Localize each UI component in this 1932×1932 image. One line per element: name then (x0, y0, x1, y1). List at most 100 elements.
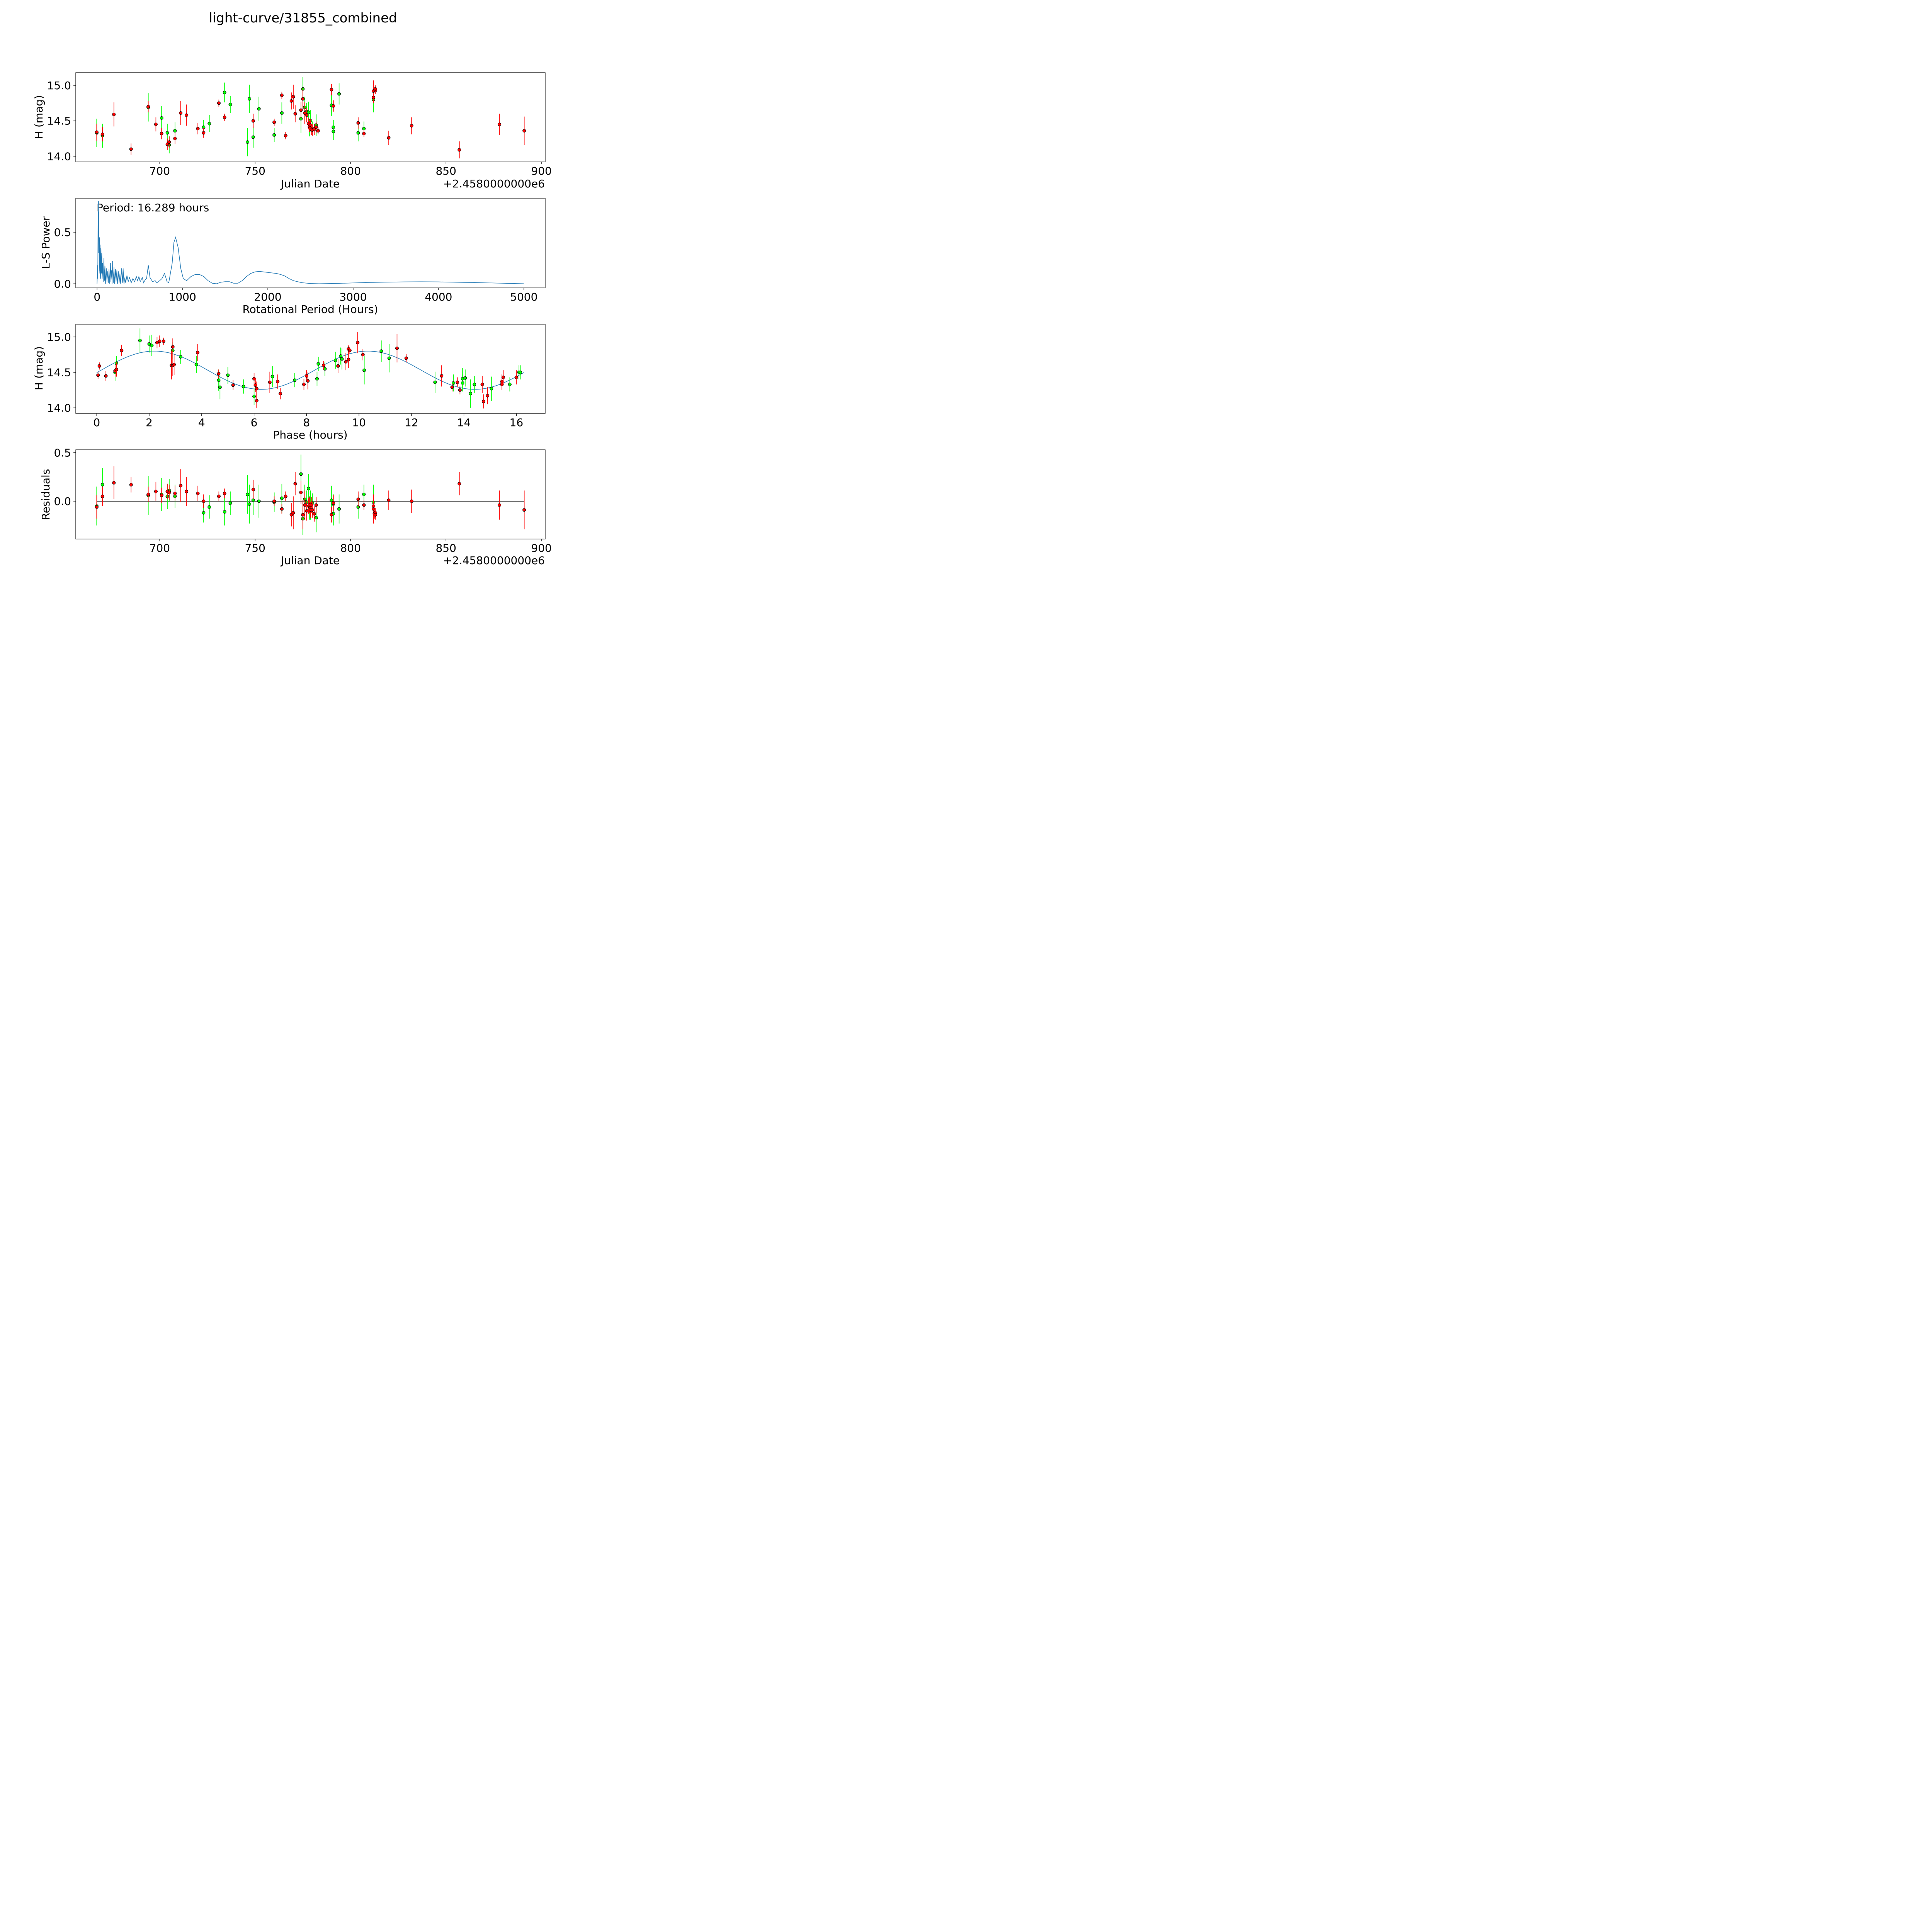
time-series-x-offset-label: +2.4580000000e6 (443, 177, 545, 190)
phased-green-point (150, 344, 154, 347)
periodogram-power-line (97, 201, 524, 284)
residuals-red-point (154, 490, 158, 493)
time-series-red-point (165, 142, 169, 146)
residuals-green-point (223, 510, 226, 514)
phased-red-point (217, 372, 221, 376)
residuals-red-point (457, 482, 461, 486)
residuals-red-point (217, 495, 221, 498)
periodogram-x-tick-label: 4000 (425, 291, 452, 303)
phased-red-point (344, 360, 348, 364)
phased-x-tick-label: 8 (303, 416, 310, 429)
residuals-y-tick-label: 0.0 (54, 495, 71, 508)
phased-red-point (480, 383, 484, 386)
phased-red-point (96, 373, 100, 377)
residuals-red-point (202, 499, 206, 503)
residuals-green-point (307, 486, 311, 490)
phased-red-point (404, 356, 408, 360)
time-series-red-point (332, 104, 335, 108)
time-series-x-tick-label: 850 (435, 165, 456, 177)
phased-green-point (315, 377, 319, 381)
time-series-red-point (173, 137, 177, 140)
time-series-green-point (257, 107, 261, 111)
phased-x-tick-label: 12 (405, 416, 418, 429)
phased-red-point (255, 387, 259, 391)
time-series-panel: Julian Date H (mag) +2.4580000000e6 700 7… (32, 72, 552, 190)
time-series-green-point (251, 135, 255, 139)
phased-red-point (255, 399, 259, 403)
phased-red-point (104, 374, 108, 378)
time-series-red-point (303, 111, 307, 115)
phased-green-point (138, 338, 142, 342)
residuals-red-point (291, 511, 295, 515)
phased-red-point (276, 380, 280, 383)
residuals-x-tick-label: 850 (435, 542, 456, 554)
phased-red-point (395, 346, 399, 350)
residuals-green-point (202, 511, 206, 515)
phased-red-point (514, 376, 518, 379)
phased-red-point (456, 380, 459, 384)
phased-x-tick-label: 0 (93, 416, 100, 429)
residuals-x-offset-label: +2.4580000000e6 (443, 554, 545, 567)
phased-red-point (155, 341, 159, 345)
phased-red-point (458, 388, 462, 392)
periodogram-plot-frame (75, 198, 546, 288)
time-series-red-point (301, 97, 305, 101)
periodogram-x-tick-label: 0 (94, 291, 100, 303)
phased-x-tick-label: 10 (352, 416, 366, 429)
phased-red-point (172, 363, 176, 366)
phased-red-point (231, 383, 235, 387)
residuals-red-point (173, 492, 177, 495)
phased-red-point (321, 363, 325, 367)
phased-x-tick-label: 14 (457, 416, 471, 429)
residuals-red-point (410, 499, 413, 503)
residuals-red-point (332, 501, 335, 505)
time-series-green-point (337, 92, 341, 96)
time-series-red-point (291, 95, 295, 99)
phased-x-tick-label: 2 (146, 416, 153, 429)
time-series-green-point (280, 111, 284, 115)
time-series-red-point (154, 122, 158, 126)
time-series-red-point (293, 112, 297, 116)
phased-green-point (379, 349, 383, 353)
residuals-red-point (196, 492, 200, 495)
residuals-x-tick-label: 700 (150, 542, 170, 554)
phased-x-tick-label: 6 (251, 416, 258, 429)
residuals-red-point (387, 498, 391, 502)
residuals-red-point (312, 512, 316, 516)
residuals-x-tick-label: 750 (245, 542, 265, 554)
residuals-red-point (310, 508, 314, 512)
phased-x-tick-label: 16 (510, 416, 524, 429)
phased-red-point (481, 400, 485, 403)
phased-green-point (194, 363, 198, 366)
phased-red-point (268, 380, 272, 384)
time-series-red-point (522, 129, 526, 133)
residuals-red-point (497, 503, 501, 507)
residuals-red-point (314, 503, 318, 507)
residuals-red-point (280, 507, 284, 511)
time-series-red-point (167, 140, 171, 144)
time-series-red-point (330, 88, 333, 92)
time-series-x-tick-label: 900 (531, 165, 551, 177)
residuals-green-point (246, 493, 250, 496)
time-series-red-point (280, 94, 284, 97)
residuals-red-point (251, 488, 255, 492)
phased-green-point (252, 395, 256, 398)
phased-green-point (463, 376, 467, 380)
residuals-red-point (373, 513, 377, 517)
residuals-red-point (303, 503, 307, 507)
time-series-green-point (207, 122, 211, 126)
time-series-red-point (284, 134, 287, 138)
phased-red-point (278, 392, 282, 396)
time-series-red-point (146, 105, 150, 109)
phased-green-point (179, 355, 183, 359)
residuals-red-point (272, 499, 276, 503)
phased-green-point (293, 378, 297, 382)
time-series-y-tick-label: 14.0 (47, 150, 71, 163)
figure: light-curve/31855_combined Julian Date H… (0, 0, 597, 597)
figure-title: light-curve/31855_combined (209, 10, 397, 26)
time-series-green-point (272, 133, 276, 137)
phased-green-point (333, 359, 337, 362)
time-series-red-point (356, 121, 360, 125)
residuals-red-point (299, 490, 303, 494)
period-annotation: Period: 16.289 hours (97, 201, 209, 214)
